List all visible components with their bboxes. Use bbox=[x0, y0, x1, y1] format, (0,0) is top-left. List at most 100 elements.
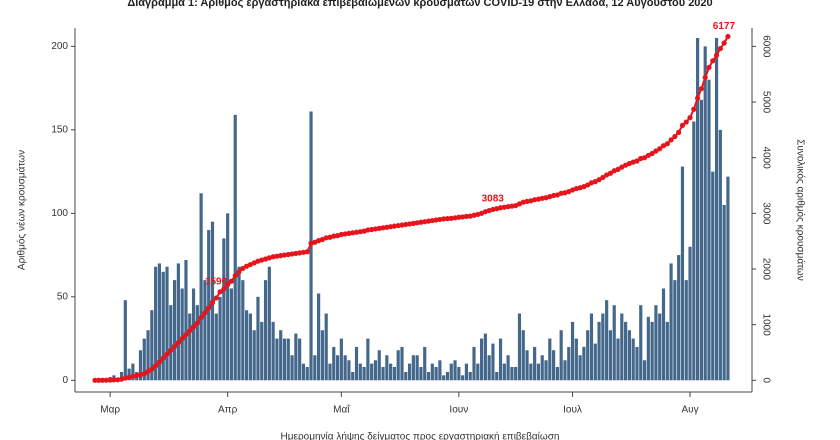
bar bbox=[180, 288, 184, 381]
cumulative-point bbox=[679, 122, 686, 129]
bar bbox=[624, 321, 628, 381]
bar bbox=[612, 305, 616, 381]
bar bbox=[305, 366, 309, 381]
bar bbox=[389, 363, 393, 381]
cumulative-point bbox=[179, 335, 185, 342]
y2-tick-label: 1000 bbox=[760, 314, 771, 337]
bar bbox=[608, 330, 613, 381]
cumulative-point bbox=[653, 148, 659, 154]
bar bbox=[176, 263, 180, 381]
bar bbox=[536, 363, 541, 381]
bar bbox=[586, 330, 590, 381]
bar bbox=[502, 363, 506, 381]
bar bbox=[366, 338, 370, 381]
cumulative-point bbox=[221, 286, 227, 292]
bar bbox=[207, 230, 211, 381]
bar bbox=[593, 343, 597, 381]
cumulative-point bbox=[187, 328, 193, 334]
bar bbox=[620, 313, 624, 381]
cumulative-point bbox=[441, 216, 447, 222]
bar bbox=[146, 330, 150, 381]
cumulative-point bbox=[96, 377, 102, 383]
bar bbox=[434, 366, 438, 381]
cumulative-point bbox=[596, 177, 602, 183]
bar bbox=[150, 310, 154, 381]
annotation: 6177 bbox=[713, 21, 736, 32]
bar bbox=[570, 321, 575, 381]
bar bbox=[506, 355, 510, 381]
bar bbox=[358, 363, 362, 381]
cumulative-point bbox=[706, 64, 712, 71]
bar bbox=[354, 346, 359, 381]
bar bbox=[415, 355, 419, 381]
cumulative-point bbox=[217, 289, 223, 295]
bar bbox=[521, 330, 525, 381]
cumulative-point bbox=[236, 269, 242, 275]
cumulative-point bbox=[634, 158, 640, 164]
bar bbox=[476, 363, 480, 381]
chart-title: Διάγραμμα 1: Αριθμός εργαστηριακά επιβεβ… bbox=[127, 0, 712, 9]
bar bbox=[631, 338, 635, 381]
bar bbox=[479, 338, 484, 381]
bar bbox=[597, 321, 601, 381]
bar bbox=[191, 288, 196, 381]
bar bbox=[154, 266, 158, 381]
cumulative-point bbox=[721, 40, 727, 46]
y2-tick-label: 2000 bbox=[760, 258, 771, 281]
bar bbox=[589, 313, 594, 381]
cumulative-point bbox=[194, 320, 200, 326]
cumulative-point bbox=[717, 45, 723, 52]
bar bbox=[142, 338, 146, 381]
bar bbox=[726, 176, 730, 381]
bar bbox=[226, 213, 230, 381]
bar bbox=[248, 313, 252, 381]
bar bbox=[605, 300, 609, 381]
y2-tick-label: 3000 bbox=[760, 202, 771, 225]
cumulative-point bbox=[190, 324, 197, 330]
cumulative-point bbox=[99, 377, 106, 383]
bar bbox=[199, 193, 203, 381]
bar bbox=[548, 338, 552, 381]
x-tick-label: Μαρ bbox=[100, 405, 120, 416]
bar bbox=[680, 166, 685, 381]
bar bbox=[654, 305, 658, 381]
bar bbox=[445, 371, 450, 381]
bar bbox=[127, 368, 131, 381]
cumulative-point bbox=[183, 332, 189, 338]
cumulative-point bbox=[725, 33, 731, 40]
bar bbox=[658, 313, 662, 381]
bar bbox=[491, 343, 495, 381]
cumulative-point bbox=[607, 170, 614, 176]
bar bbox=[464, 363, 469, 381]
x-tick-label: Αυγ bbox=[681, 405, 698, 416]
bar bbox=[627, 330, 631, 381]
bar bbox=[188, 313, 192, 381]
cumulative-point bbox=[141, 371, 147, 377]
bar bbox=[169, 305, 173, 381]
y-tick-label: 200 bbox=[51, 41, 68, 52]
x-tick-label: Ιουν bbox=[449, 405, 468, 416]
cumulative-point bbox=[600, 174, 606, 181]
bar bbox=[400, 346, 404, 381]
bar bbox=[616, 338, 620, 381]
cumulative-point bbox=[683, 119, 689, 125]
bar bbox=[282, 338, 287, 381]
bar bbox=[559, 330, 563, 381]
y2-tick-label: 0 bbox=[760, 378, 771, 384]
bar bbox=[449, 363, 453, 381]
cumulative-point bbox=[676, 129, 682, 135]
cumulative-point bbox=[702, 74, 708, 81]
bar bbox=[457, 366, 461, 381]
bar bbox=[195, 305, 199, 381]
bar bbox=[161, 271, 165, 381]
bar bbox=[711, 171, 715, 381]
bar bbox=[298, 338, 302, 381]
x-tick-label: Απρ bbox=[218, 405, 238, 416]
cumulative-point bbox=[615, 166, 621, 172]
cumulative-point bbox=[153, 363, 159, 369]
bar bbox=[392, 366, 397, 381]
bar bbox=[517, 313, 522, 381]
bar bbox=[381, 366, 385, 381]
y-tick-label: 50 bbox=[57, 291, 69, 302]
